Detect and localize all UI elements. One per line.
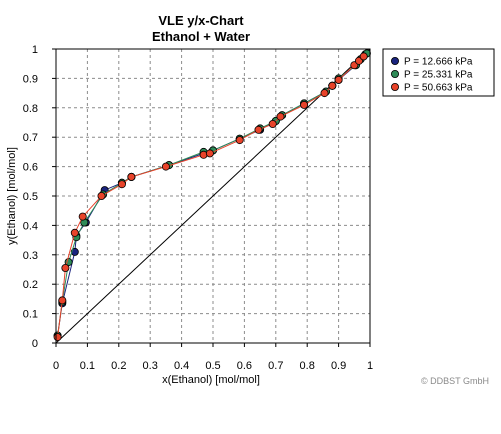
x-tick-label: 0.7 xyxy=(268,360,283,372)
series-line xyxy=(57,56,365,338)
credit-text: © DDBST GmbH xyxy=(421,376,489,386)
data-point xyxy=(97,191,106,200)
x-tick-label: 0.2 xyxy=(111,360,126,372)
x-tick-label: 0.8 xyxy=(300,360,315,372)
chart-subtitle: Ethanol + Water xyxy=(152,29,250,44)
x-tick-label: 0.3 xyxy=(143,360,158,372)
legend-label: P = 12.666 kPa xyxy=(404,57,473,68)
y-tick-label: 0 xyxy=(32,338,38,350)
axis-ticks: 0 0.1 0.2 0.3 0.4 0.5 0.6 0.7 0.8 0.9 1 0 0.1 0.2 0.3 0… xyxy=(23,44,373,372)
y-tick-label: 0.3 xyxy=(23,250,38,262)
x-tick-label: 0 xyxy=(53,360,59,372)
legend-box xyxy=(382,48,495,97)
data-point xyxy=(235,136,244,145)
data-point xyxy=(205,149,214,158)
data-point xyxy=(61,263,70,272)
y-tick-label: 0.1 xyxy=(23,309,38,321)
data-point xyxy=(78,212,87,221)
data-point xyxy=(320,89,329,98)
legend-label: P = 25.331 kPa xyxy=(404,70,473,81)
data-point xyxy=(58,296,67,305)
data-point xyxy=(300,100,309,109)
legend-marker xyxy=(390,70,399,79)
data-point xyxy=(254,125,263,134)
data-point xyxy=(276,112,285,121)
data-point xyxy=(127,172,136,181)
legend-marker xyxy=(390,57,399,66)
y-tick-label: 1 xyxy=(32,44,38,56)
x-tick-label: 1 xyxy=(367,360,373,372)
data-point xyxy=(328,81,337,90)
legend-label: P = 50.663 kPa xyxy=(404,83,473,94)
x-tick-label: 0.4 xyxy=(174,360,189,372)
data-point xyxy=(53,333,62,342)
y-tick-label: 0.5 xyxy=(23,191,38,203)
y-tick-label: 0.4 xyxy=(23,220,38,232)
legend-marker xyxy=(390,83,399,92)
x-tick-label: 0.5 xyxy=(205,360,220,372)
y-tick-label: 0.6 xyxy=(23,162,38,174)
data-point xyxy=(359,52,368,61)
data-point xyxy=(268,120,277,129)
y-tick-label: 0.9 xyxy=(23,73,38,85)
diagonal-line xyxy=(55,48,371,344)
x-tick-label: 0.1 xyxy=(80,360,95,372)
y-axis-label: y(Ethanol) [mol/mol] xyxy=(6,147,18,245)
x-axis-label: x(Ethanol) [mol/mol] xyxy=(162,374,260,386)
y-tick-label: 0.2 xyxy=(23,279,38,291)
data-point xyxy=(70,228,79,237)
x-tick-label: 0.9 xyxy=(331,360,346,372)
data-point xyxy=(161,162,170,171)
y-tick-label: 0.7 xyxy=(23,132,38,144)
y-tick-label: 0.8 xyxy=(23,103,38,115)
chart-title: VLE y/x-Chart xyxy=(158,13,244,28)
data-point xyxy=(334,75,343,84)
data-point xyxy=(117,180,126,189)
legend: P = 12.666 kPa P = 25.331 kPa P = 50.663 k… xyxy=(382,48,495,97)
x-tick-label: 0.6 xyxy=(237,360,252,372)
data-point xyxy=(70,247,79,256)
